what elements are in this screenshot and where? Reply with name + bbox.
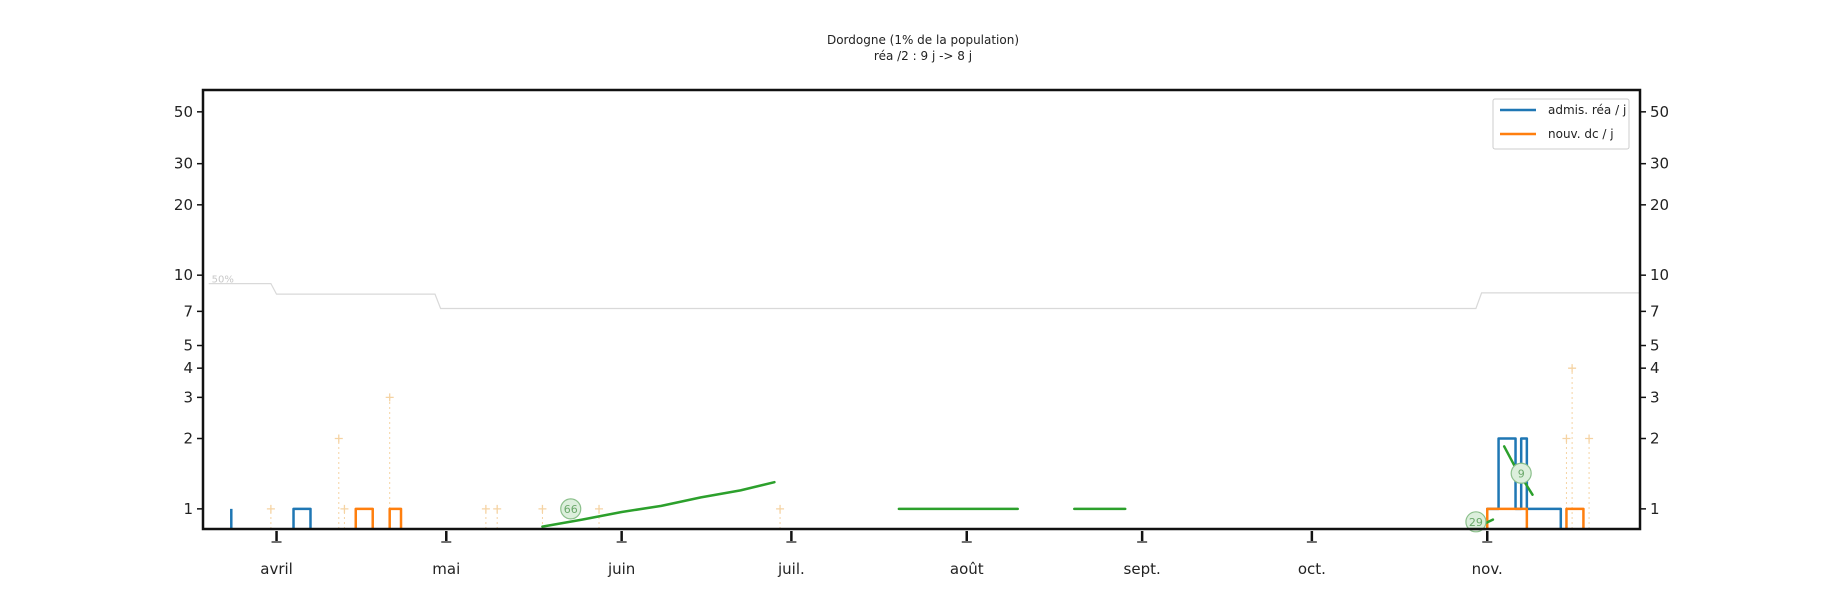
faint-points-group bbox=[266, 364, 1594, 529]
annotation-label: 29 bbox=[1469, 516, 1483, 529]
faint-point bbox=[340, 504, 349, 513]
faint-point bbox=[776, 504, 785, 513]
x-axis-group: avril mai juin juil. août sept. oct. nov. bbox=[260, 531, 1503, 578]
x-tick-label: avril bbox=[260, 560, 293, 578]
y-tick-label-left: 30 bbox=[174, 155, 193, 173]
y-tick-label-left: 10 bbox=[174, 266, 193, 284]
y-tick-label-left: 1 bbox=[183, 500, 193, 518]
series-line-admis bbox=[1486, 437, 1563, 529]
reference-line-label: 50% bbox=[212, 275, 234, 286]
trend-line bbox=[541, 480, 776, 528]
y-tick-label-right: 5 bbox=[1650, 337, 1660, 355]
y-tick-label-right: 20 bbox=[1650, 196, 1669, 214]
annotation-circle bbox=[1465, 511, 1487, 533]
y-tick-label-left: 7 bbox=[183, 302, 193, 320]
y-tick-label-left: 4 bbox=[183, 359, 193, 377]
faint-point bbox=[1562, 434, 1571, 443]
y-tick-label-right: 10 bbox=[1650, 266, 1669, 284]
legend-label-dc: nouv. dc / j bbox=[1548, 127, 1614, 141]
faint-point bbox=[538, 504, 547, 513]
series-line-dc bbox=[1486, 507, 1529, 529]
annotation-circle bbox=[560, 498, 582, 520]
chart-subtitle: réa /2 : 9 j -> 8 j bbox=[874, 49, 972, 63]
x-tick-label: sept. bbox=[1124, 560, 1161, 578]
faint-point bbox=[1585, 434, 1594, 443]
series-line-dc bbox=[1565, 507, 1585, 529]
legend-box bbox=[1492, 98, 1630, 150]
y-tick-label-right: 1 bbox=[1650, 500, 1660, 518]
y-tick-label-right: 50 bbox=[1650, 103, 1669, 121]
y-tick-label-left: 2 bbox=[183, 430, 193, 448]
faint-point bbox=[385, 393, 394, 402]
x-tick-label: mai bbox=[432, 560, 460, 578]
faint-point bbox=[1568, 364, 1577, 373]
series-line-admis bbox=[292, 507, 312, 529]
series-line-dc bbox=[388, 507, 403, 529]
chart-title: Dordogne (1% de la population) bbox=[827, 33, 1019, 47]
faint-point bbox=[266, 504, 275, 513]
legend-label-admis: admis. réa / j bbox=[1548, 103, 1626, 117]
faint-point bbox=[493, 504, 502, 513]
y-tick-label-left: 5 bbox=[183, 337, 193, 355]
y-axis-group: 1 1 2 2 3 3 4 4 5 5 7 7 10 10 20 20 30 30 50 50 bbox=[174, 103, 1669, 518]
y-tick-label-right: 7 bbox=[1650, 302, 1660, 320]
series-line-dc bbox=[354, 507, 374, 529]
y-tick-label-right: 2 bbox=[1650, 430, 1660, 448]
x-tick-label: juil. bbox=[777, 560, 805, 578]
reference-line-group: 50% bbox=[208, 275, 1640, 310]
y-tick-label-left: 3 bbox=[183, 388, 193, 406]
faint-point bbox=[595, 504, 604, 513]
series-group bbox=[230, 437, 1585, 529]
x-tick-label: juin bbox=[607, 560, 635, 578]
y-tick-label-left: 50 bbox=[174, 103, 193, 121]
legend: admis. réa / j nouv. dc / j bbox=[1492, 98, 1630, 150]
y-tick-label-right: 4 bbox=[1650, 359, 1660, 377]
y-tick-label-right: 30 bbox=[1650, 155, 1669, 173]
reference-line bbox=[208, 283, 1640, 310]
annotation-label: 66 bbox=[564, 503, 578, 516]
annotation-label: 9 bbox=[1518, 467, 1525, 480]
faint-point bbox=[334, 434, 343, 443]
annotation-circle bbox=[1510, 462, 1532, 484]
x-tick-label: août bbox=[950, 560, 984, 578]
y-tick-label-right: 3 bbox=[1650, 388, 1660, 406]
y-tick-label-left: 20 bbox=[174, 196, 193, 214]
plot-frame bbox=[201, 88, 1642, 531]
faint-point bbox=[481, 504, 490, 513]
trend-lines-group bbox=[541, 445, 1534, 530]
annotations-group: 66 9 29 bbox=[560, 462, 1532, 533]
x-tick-label: oct. bbox=[1298, 560, 1326, 578]
x-tick-label: nov. bbox=[1472, 560, 1503, 578]
